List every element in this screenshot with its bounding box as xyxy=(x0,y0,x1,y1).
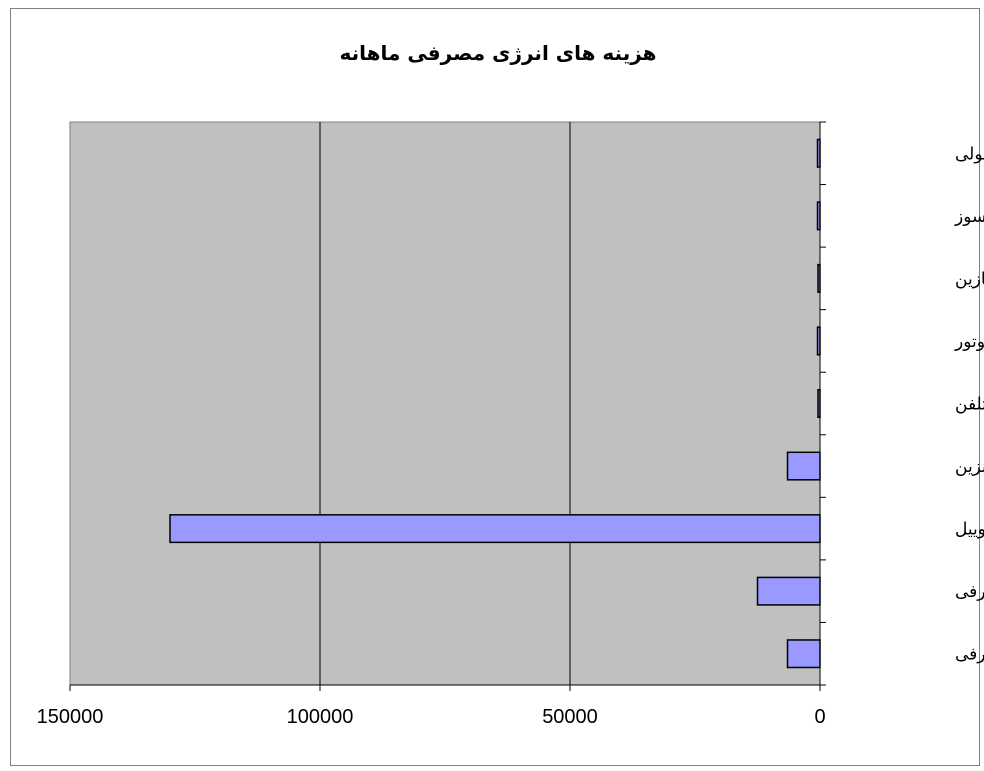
category-label: واسکازین xyxy=(955,269,984,289)
chart-title: هزینه های انرژی مصرفی ماهانه xyxy=(339,41,656,65)
category-label: گازوییل xyxy=(955,519,984,540)
axes xyxy=(69,121,826,691)
category-label: گریس معمولی xyxy=(955,143,984,164)
plot-area xyxy=(69,121,821,686)
x-tick-label: 150000 xyxy=(37,706,104,728)
category-label: آب مصرفی xyxy=(955,580,984,602)
x-tick-labels: 0 50000 100000 150000 xyxy=(37,706,826,728)
category-label: برق مصرفی xyxy=(955,645,984,665)
category-label: روغن موتور xyxy=(954,332,984,352)
x-tick-label: 0 xyxy=(814,706,825,728)
category-label: تلفن xyxy=(955,395,984,415)
bar xyxy=(756,576,821,606)
grid-lines xyxy=(319,122,571,685)
category-labels: برق مصرفی آب مصرفی گازوییل بنزین تلفن روغن مو… xyxy=(954,143,984,664)
x-tick-label: 50000 xyxy=(542,706,598,728)
bar xyxy=(169,514,821,544)
category-label: بنزین xyxy=(955,457,984,477)
bar xyxy=(786,451,821,481)
bar xyxy=(786,639,821,669)
x-tick-label: 100000 xyxy=(287,706,354,728)
